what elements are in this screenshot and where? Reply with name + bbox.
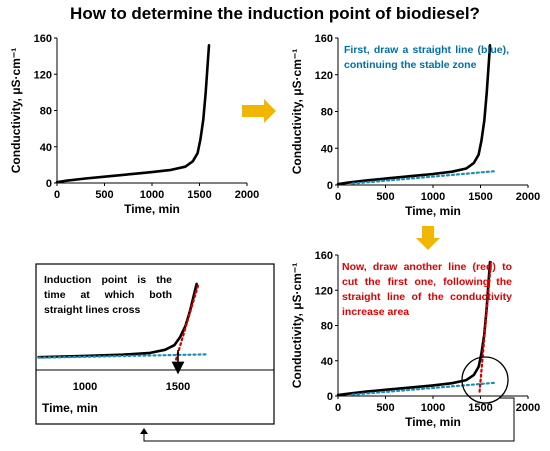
- y-axis-label: Conductivity, μS·cm⁻¹: [290, 263, 304, 388]
- x-tick-label: 1500: [468, 402, 492, 414]
- x-tick-label: 1000: [421, 191, 445, 203]
- down-arrow: [416, 226, 440, 250]
- y-tick-label: 80: [40, 106, 52, 118]
- blue-tangent-line: [351, 170, 496, 185]
- x-tick-label: 2000: [516, 191, 540, 203]
- page-title: How to determine the induction point of …: [70, 4, 480, 23]
- chart-bottom-right: 0 500 1000 1500 2000 0 40 80 120 160 Time, min Cond…: [290, 250, 540, 429]
- conductivity-curve: [55, 43, 211, 184]
- blue-line-note: First, draw a straight line (blue), cont…: [344, 44, 509, 71]
- y-tick-label: 120: [315, 70, 333, 82]
- connector-arrowhead: [140, 428, 148, 434]
- inset-frame: [35, 263, 275, 425]
- x-axis-label: Time, min: [405, 204, 461, 218]
- x-tick-label: 0: [54, 189, 60, 201]
- y-tick-label: 80: [321, 107, 333, 119]
- conductivity-curve: [336, 43, 492, 186]
- x-tick-label: 1500: [187, 189, 211, 201]
- chart-top-left: 0 500 1000 1500 2000 0 40 80 120 160 Time, min Cond…: [9, 33, 259, 216]
- inset-x-tick-label: 1000: [73, 381, 97, 393]
- x-tick-label: 1000: [140, 189, 164, 201]
- y-tick-label: 120: [34, 69, 52, 81]
- inset-x-tick-label: 1500: [166, 381, 190, 393]
- zoom-connector: [143, 397, 515, 442]
- y-tick-label: 80: [321, 321, 333, 333]
- inset-zoom-panel: 1000 1500 Time, min: [35, 263, 275, 425]
- x-tick-label: 500: [376, 402, 394, 414]
- y-axis-label: Conductivity, μS·cm⁻¹: [9, 48, 23, 173]
- x-tick-label: 500: [95, 189, 113, 201]
- x-tick-label: 2000: [235, 189, 259, 201]
- blue-tangent-line: [351, 381, 496, 396]
- y-tick-label: 40: [40, 142, 52, 154]
- inset-x-axis-label: Time, min: [42, 401, 98, 415]
- y-tick-label: 40: [321, 356, 333, 368]
- y-axis-label: Conductivity, μS·cm⁻¹: [290, 49, 304, 174]
- x-tick-label: 0: [335, 402, 341, 414]
- right-arrow: [242, 99, 276, 123]
- y-tick-label: 0: [327, 391, 333, 403]
- zoom-circle: [461, 356, 509, 404]
- x-axis-label: Time, min: [124, 202, 180, 216]
- red-tangent-line: [478, 261, 493, 393]
- y-tick-label: 160: [315, 250, 333, 262]
- x-axis-label: Time, min: [405, 415, 461, 429]
- y-tick-label: 120: [315, 285, 333, 297]
- y-tick-label: 40: [321, 143, 333, 155]
- y-tick-label: 160: [34, 33, 52, 45]
- inset-red-tangent-line: [175, 282, 200, 361]
- y-tick-label: 160: [315, 33, 333, 45]
- y-tick-label: 0: [327, 180, 333, 192]
- x-tick-label: 500: [376, 191, 394, 203]
- chart-top-right: 0 500 1000 1500 2000 0 40 80 120 160 Time, min Cond…: [290, 33, 540, 218]
- induction-point-note: Induction point is the time at which bot…: [44, 274, 172, 316]
- y-tick-label: 0: [46, 178, 52, 190]
- x-tick-label: 0: [335, 191, 341, 203]
- red-line-note: Now, draw another line (red) to cut the …: [342, 261, 512, 318]
- x-tick-label: 2000: [516, 402, 540, 414]
- x-tick-label: 1000: [421, 402, 445, 414]
- x-tick-label: 1500: [468, 191, 492, 203]
